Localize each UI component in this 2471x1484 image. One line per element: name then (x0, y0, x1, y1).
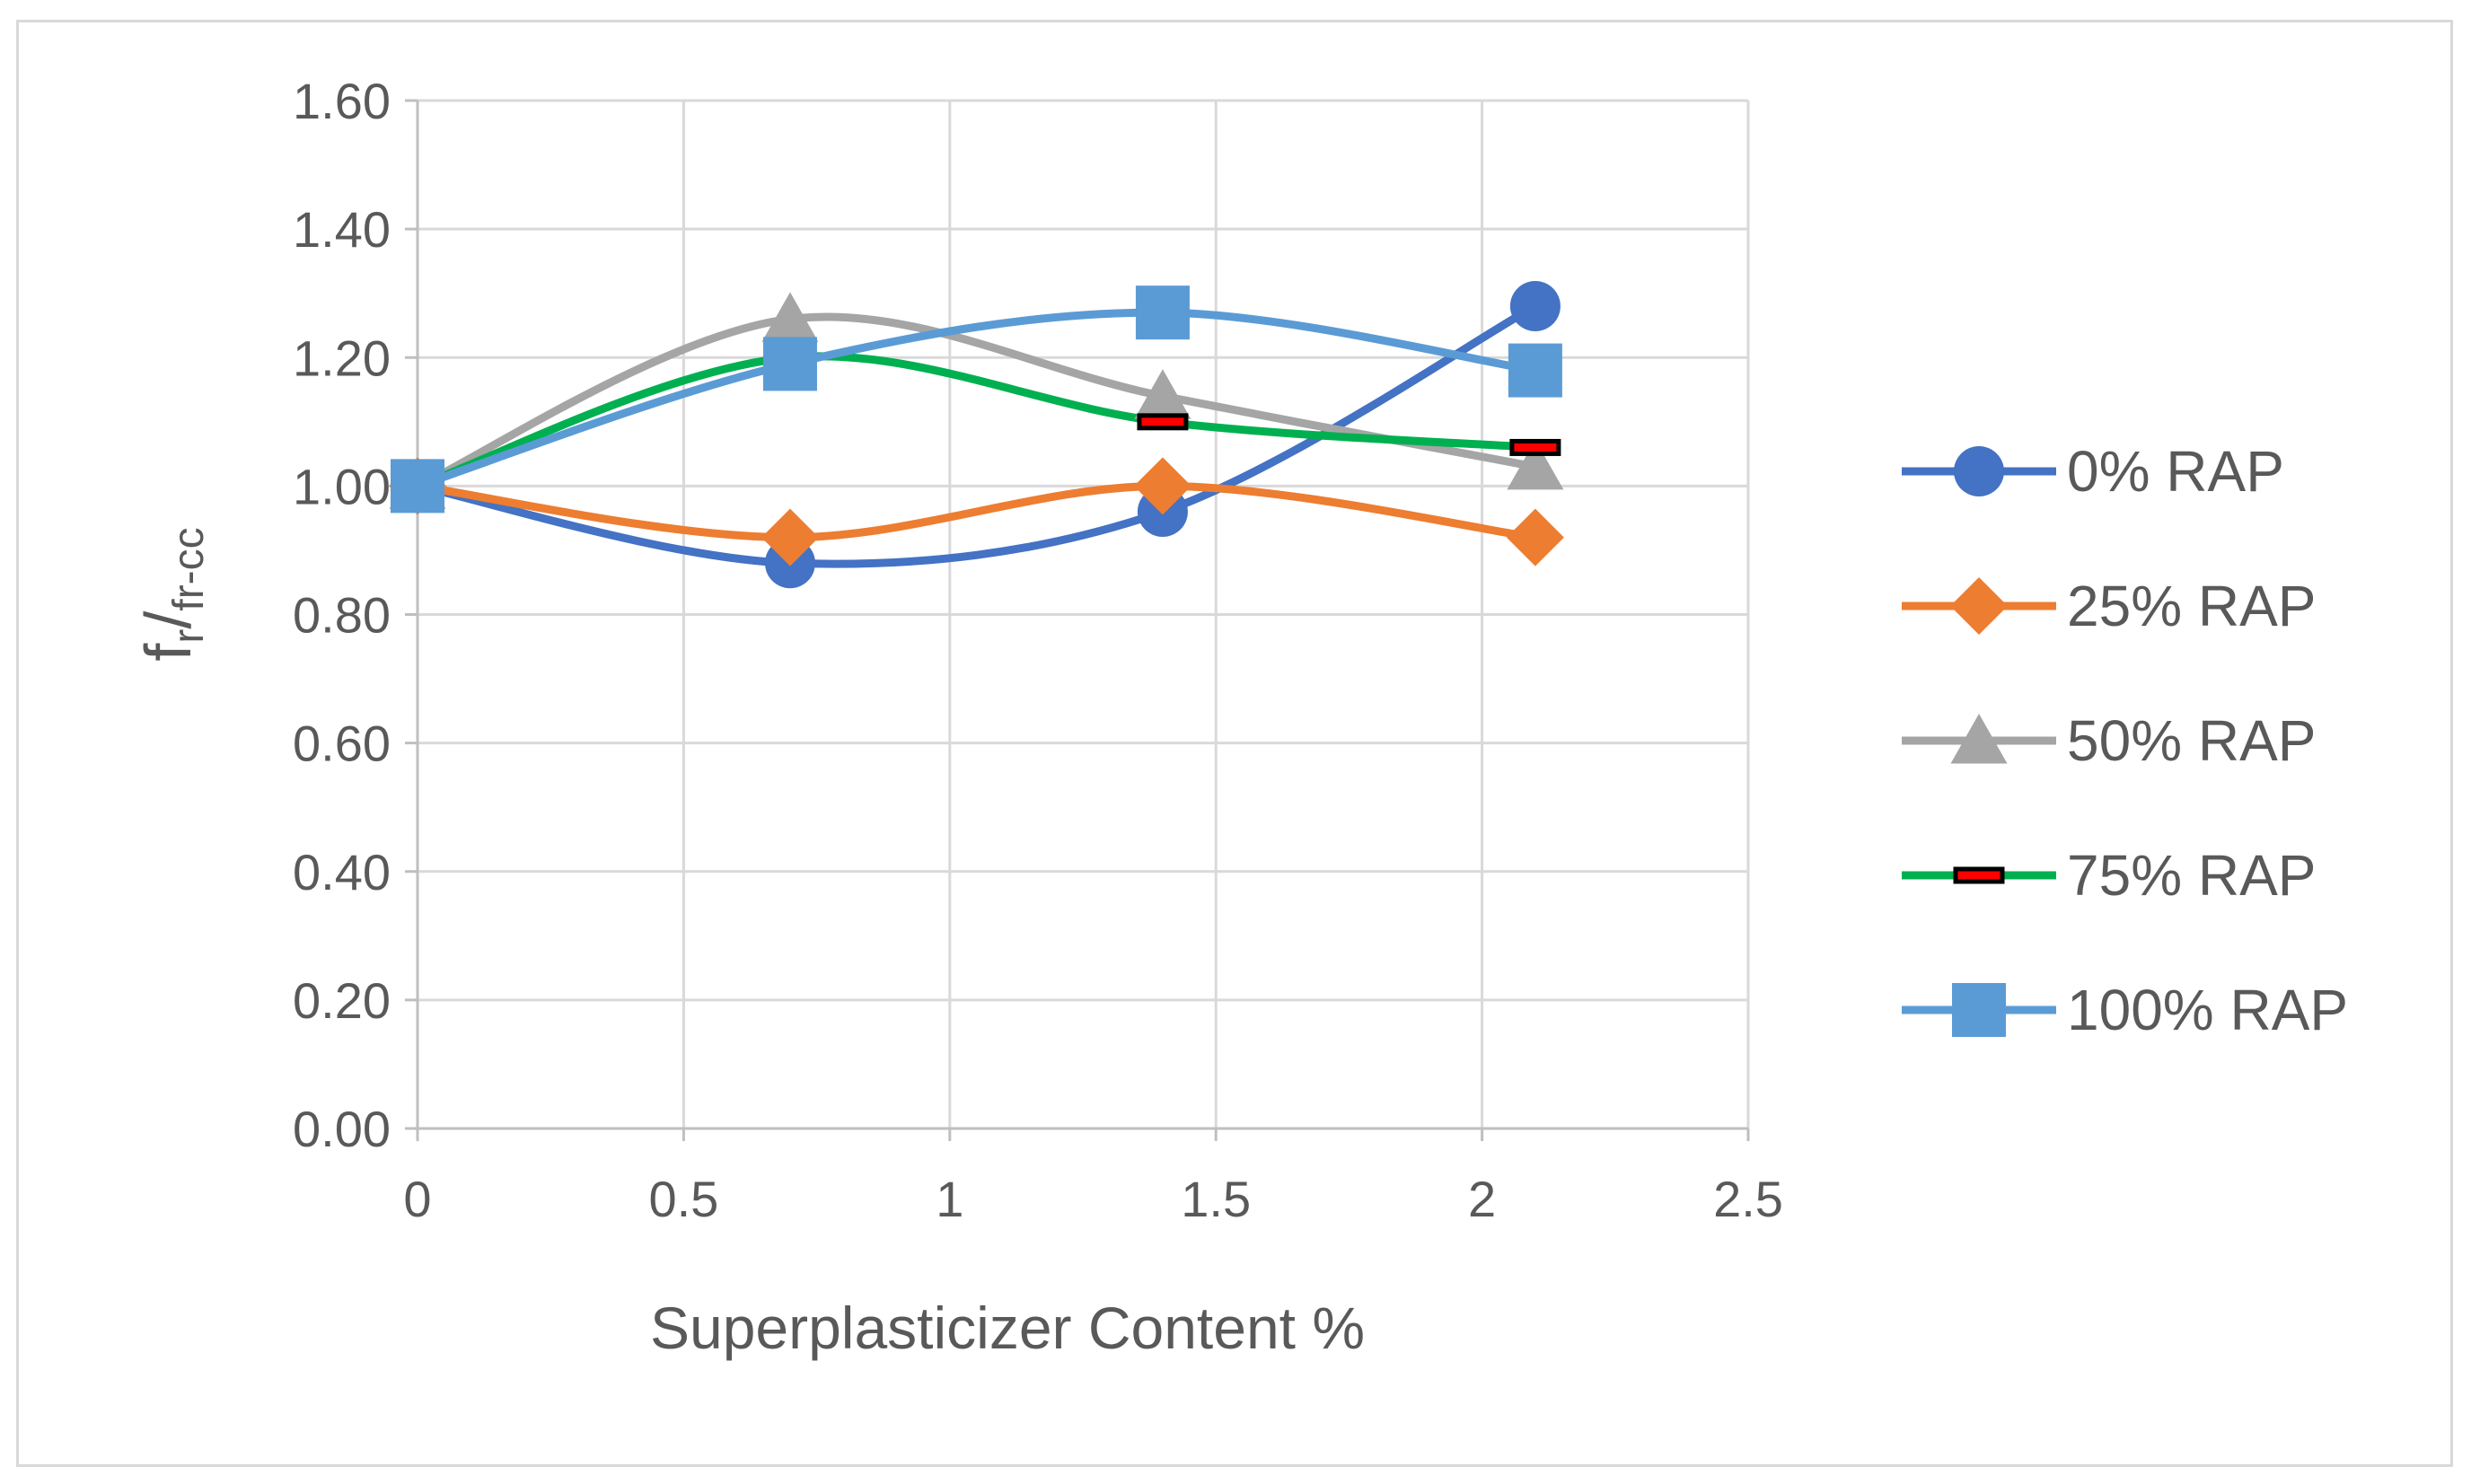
x-tick-label: 0 (403, 1171, 431, 1227)
legend-marker-4 (1952, 983, 2006, 1037)
y-tick-label: 1.00 (293, 458, 391, 514)
data-point-series-4 (1508, 343, 1562, 398)
x-tick-labels: 0 0.5 1 1.5 2 2.5 (403, 1171, 1783, 1227)
y-tick-label: 0.20 (293, 972, 391, 1029)
axes (405, 99, 1750, 1141)
y-tick-label: 0.00 (293, 1101, 391, 1157)
x-tick-label: 2 (1468, 1171, 1496, 1227)
x-tick-label: 1.5 (1181, 1171, 1251, 1227)
y-axis-title-subscript-fr-cc: fr-cc (165, 527, 213, 610)
series-line-2 (413, 312, 1540, 490)
legend-label-3: 75% RAP (2067, 843, 2316, 908)
x-tick-label: 1 (936, 1171, 963, 1227)
y-axis-title: fr/fr-cc (133, 527, 213, 661)
legend-label-1: 25% RAP (2067, 574, 2316, 638)
legend-marker-1 (1950, 577, 2008, 635)
x-tick-label: 2.5 (1713, 1171, 1783, 1227)
data-point-series-2 (1507, 439, 1564, 490)
data-point-series-4 (391, 459, 444, 514)
series-line-0 (413, 302, 1540, 568)
data-point-series-3 (1137, 413, 1189, 431)
data-point-series-2 (1134, 369, 1192, 419)
data-point-series-1 (1506, 508, 1564, 566)
y-tick-label: 1.20 (293, 329, 391, 386)
y-axis-title-subscript-r: r (165, 629, 213, 644)
x-axis-title: Superplasticizer Content % (650, 1295, 1365, 1361)
y-axis-title-f: f (133, 643, 205, 662)
legend-label-2: 50% RAP (2067, 708, 2316, 773)
legend: 0% RAP 25% RAP 50% RAP 75% RAP 100% RAP (1902, 439, 2348, 1042)
y-axis-title-slash: / (133, 611, 205, 629)
legend-marker-2 (1950, 714, 2008, 764)
series-lines (413, 302, 1540, 568)
data-point-series-1 (761, 508, 819, 566)
data-point-series-1 (1133, 457, 1192, 515)
series-line-3 (413, 352, 1540, 490)
legend-marker-3 (1953, 866, 2005, 884)
legend-marker-0 (1954, 446, 2004, 496)
series-markers (389, 281, 1564, 589)
legend-label-4: 100% RAP (2067, 978, 2348, 1042)
legend-label-0: 0% RAP (2067, 439, 2284, 504)
data-point-series-0 (1509, 281, 1561, 331)
y-tick-label: 0.80 (293, 587, 391, 644)
data-point-series-4 (762, 337, 817, 391)
y-tick-label: 1.60 (293, 73, 391, 129)
gridlines (418, 99, 1750, 1128)
y-tick-label: 0.60 (293, 716, 391, 772)
y-tick-label: 0.40 (293, 844, 391, 900)
x-tick-label: 0.5 (648, 1171, 718, 1227)
data-point-series-4 (1135, 285, 1190, 340)
series-line-1 (413, 481, 1540, 542)
data-point-series-3 (1509, 438, 1561, 456)
y-tick-label: 1.40 (293, 201, 391, 258)
y-tick-labels: 0.00 0.20 0.40 0.60 0.80 1.00 1.20 1.40 1.60 (293, 73, 391, 1157)
series-line-4 (413, 308, 1540, 490)
data-point-series-2 (761, 292, 819, 342)
